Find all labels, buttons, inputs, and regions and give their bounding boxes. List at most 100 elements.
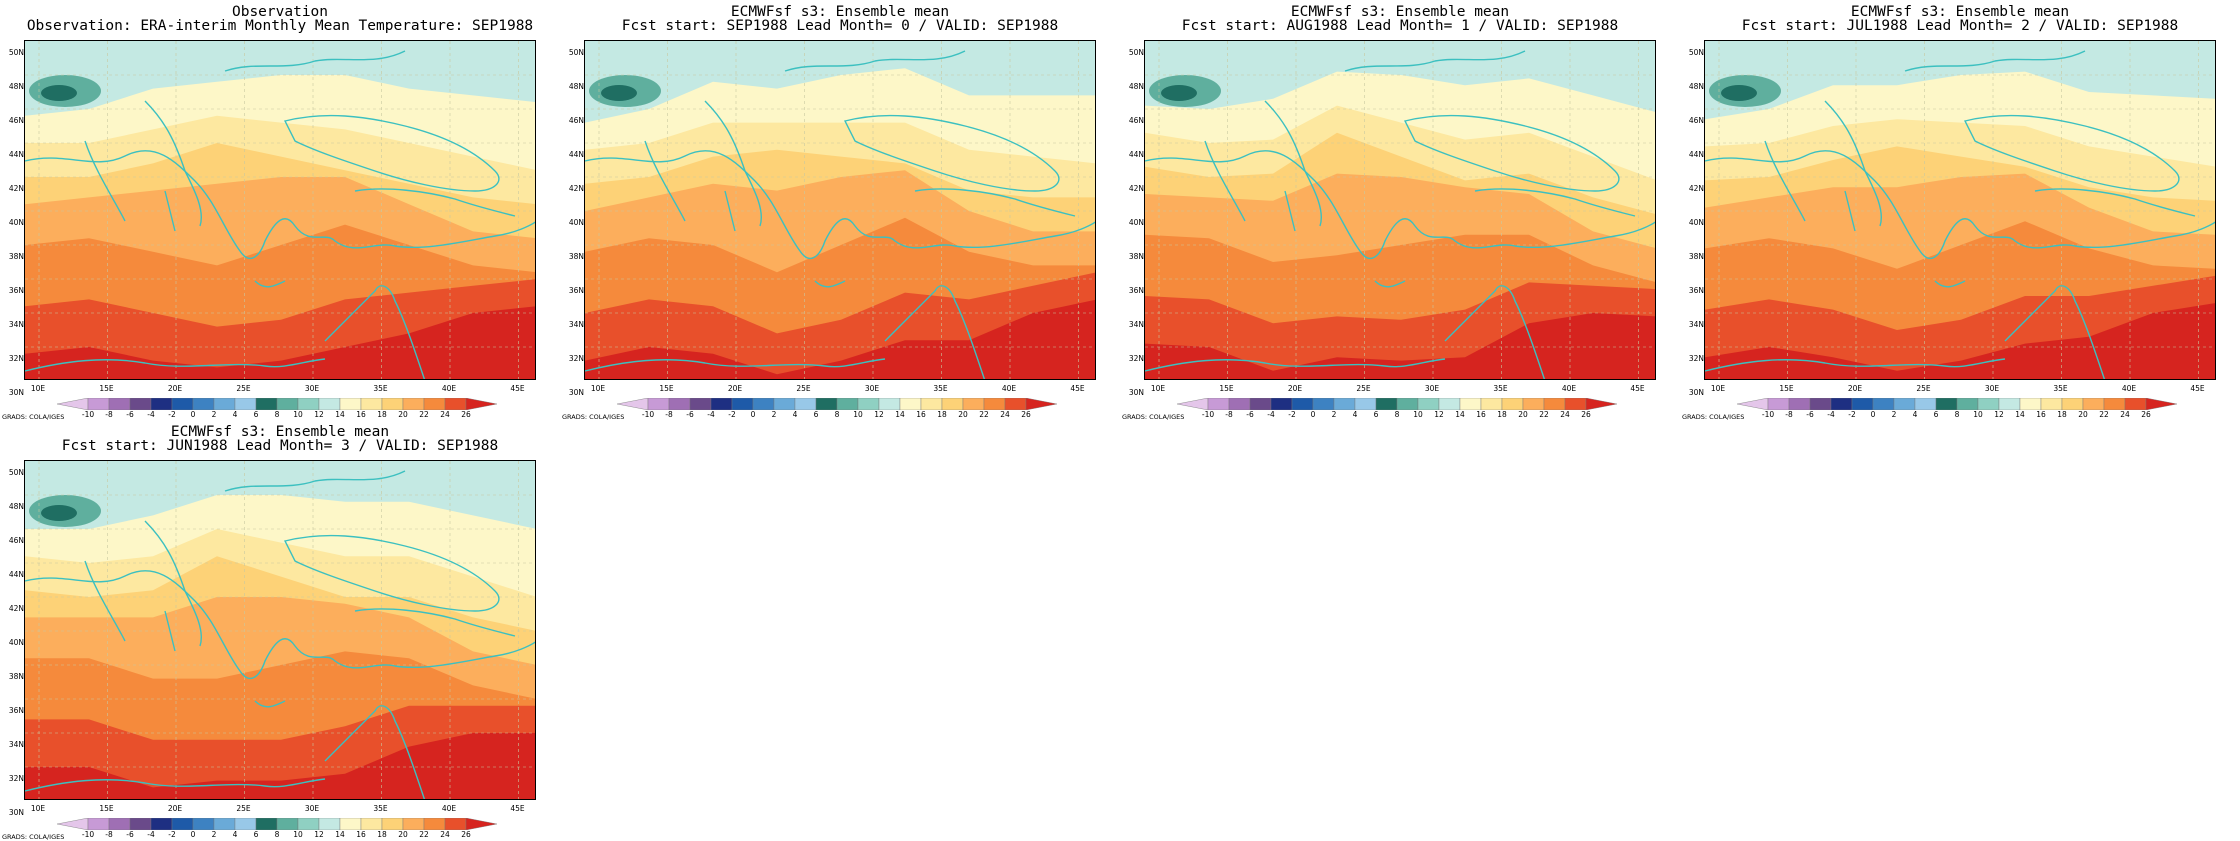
coastline [2004,285,2106,379]
coastline [144,520,202,647]
colorbar-label: 18 [377,830,387,839]
latitude-label: 50N [8,48,24,57]
colorbar-swatch [150,398,173,410]
colorbar-swatch [1788,398,1811,410]
colorbar-swatch [318,818,341,830]
latitude-label: 38N [8,252,24,261]
colorbar-swatch [234,818,257,830]
colorbar-label: 0 [190,410,196,419]
latitude-label: 38N [1688,252,1704,261]
latitude-label: 48N [1128,82,1144,91]
grads-credit: GRADS: COLA/IGES [562,413,625,421]
panel-title: ECMWFsf s3: Ensemble mean [1290,4,1510,20]
coastline [25,570,535,680]
colorbar-label: 12 [314,830,324,839]
latitude-label: 36N [8,706,24,715]
colorbar-label: -10 [81,830,95,839]
latitude-label: 42N [568,184,584,193]
latitude-label: 48N [8,502,24,511]
longitude-label: 15E [659,384,674,393]
temperature-map [584,40,1096,380]
colorbar-swatch [752,398,775,410]
longitude-label: 45E [1630,384,1645,393]
colorbar-label: 20 [1518,410,1528,419]
colorbar-label: 0 [1310,410,1316,419]
latitude-label: 44N [8,570,24,579]
longitude-label: 40E [441,384,457,393]
colorbar-swatch [1004,398,1027,410]
colorbar-swatch [423,398,446,410]
map-panel-5: ECMWFsf s3: Ensemble mean Fcst start: JUN… [0,420,560,841]
longitude-label: 10E [590,384,606,393]
colorbar-swatch [171,398,194,410]
colorbar-swatch [255,398,278,410]
colorbar-swatch [2145,398,2177,410]
colorbar [57,818,497,830]
latitude-label: 30N [8,808,24,817]
colorbar-label: 18 [2057,410,2067,419]
colorbar-swatch [983,398,1006,410]
coastline [25,150,535,260]
longitude-label: 30E [864,384,880,393]
longitude-label: 25E [1356,384,1371,393]
colorbar-label: -4 [707,410,715,419]
colorbar-label: 26 [2141,410,2151,419]
colorbar-swatch [213,398,236,410]
longitude-label: 30E [1424,384,1440,393]
colorbar-label: 6 [813,410,819,419]
grads-credit: GRADS: COLA/IGES [2,413,65,421]
panel-title: ECMWFsf s3: Ensemble mean [1850,4,2070,20]
latitude-label: 50N [1688,48,1704,57]
colorbar-label: 2 [1891,410,1897,419]
latitude-label: 30N [1128,388,1144,397]
coastline [1403,114,1620,192]
colorbar-label: 22 [1539,410,1549,419]
coastline [1444,285,1546,379]
longitude-label: 10E [30,384,46,393]
longitude-label: 35E [1493,384,1508,393]
longitude-label: 25E [236,384,251,393]
temperature-band [25,41,535,116]
colorbar-label: 0 [750,410,756,419]
colorbar-swatch [794,398,817,410]
colorbar-swatch [1522,398,1545,410]
colorbar-label: 26 [1581,410,1591,419]
latitude-label: 30N [568,388,584,397]
latitude-label: 42N [8,604,24,613]
colorbar-swatch [87,818,110,830]
longitude-label: 20E [1287,384,1303,393]
coastline [1764,140,1966,288]
panel-subtitle: Fcst start: SEP1988 Lead Month= 0 / VALI… [621,18,1059,34]
colorbar-swatch [1956,398,1979,410]
colorbar-swatch [1459,398,1482,410]
latitude-label: 36N [8,286,24,295]
colorbar-swatch [444,818,467,830]
colorbar-swatch [213,818,236,830]
colorbar-swatch [297,818,320,830]
colorbar-label: 26 [461,410,471,419]
coastline [1705,358,2006,372]
colorbar-swatch [1977,398,2000,410]
latitude-label: 40N [568,218,584,227]
colorbar-label: -8 [105,410,113,419]
colorbar-label: 20 [398,410,408,419]
coastline [1145,358,1446,372]
colorbar-swatch [710,398,733,410]
colorbar-label: 14 [1455,410,1465,419]
coastline [84,560,286,708]
colorbar-swatch [444,398,467,410]
colorbar-label: 10 [853,410,863,419]
coastline [324,705,426,799]
colorbar-swatch [1396,398,1419,410]
colorbar-swatch [1830,398,1853,410]
colorbar-label: 10 [1413,410,1423,419]
panel-title: ECMWFsf s3: Ensemble mean [170,424,390,440]
colorbar-label: 24 [1560,410,1570,419]
latitude-label: 36N [1128,286,1144,295]
latitude-label: 38N [8,672,24,681]
colorbar-label: 22 [419,830,429,839]
colorbar-label: -4 [147,410,155,419]
colorbar-label: 6 [253,410,259,419]
panel-subtitle: Fcst start: JUN1988 Lead Month= 3 / VALI… [61,438,499,454]
colorbar [617,398,1057,410]
